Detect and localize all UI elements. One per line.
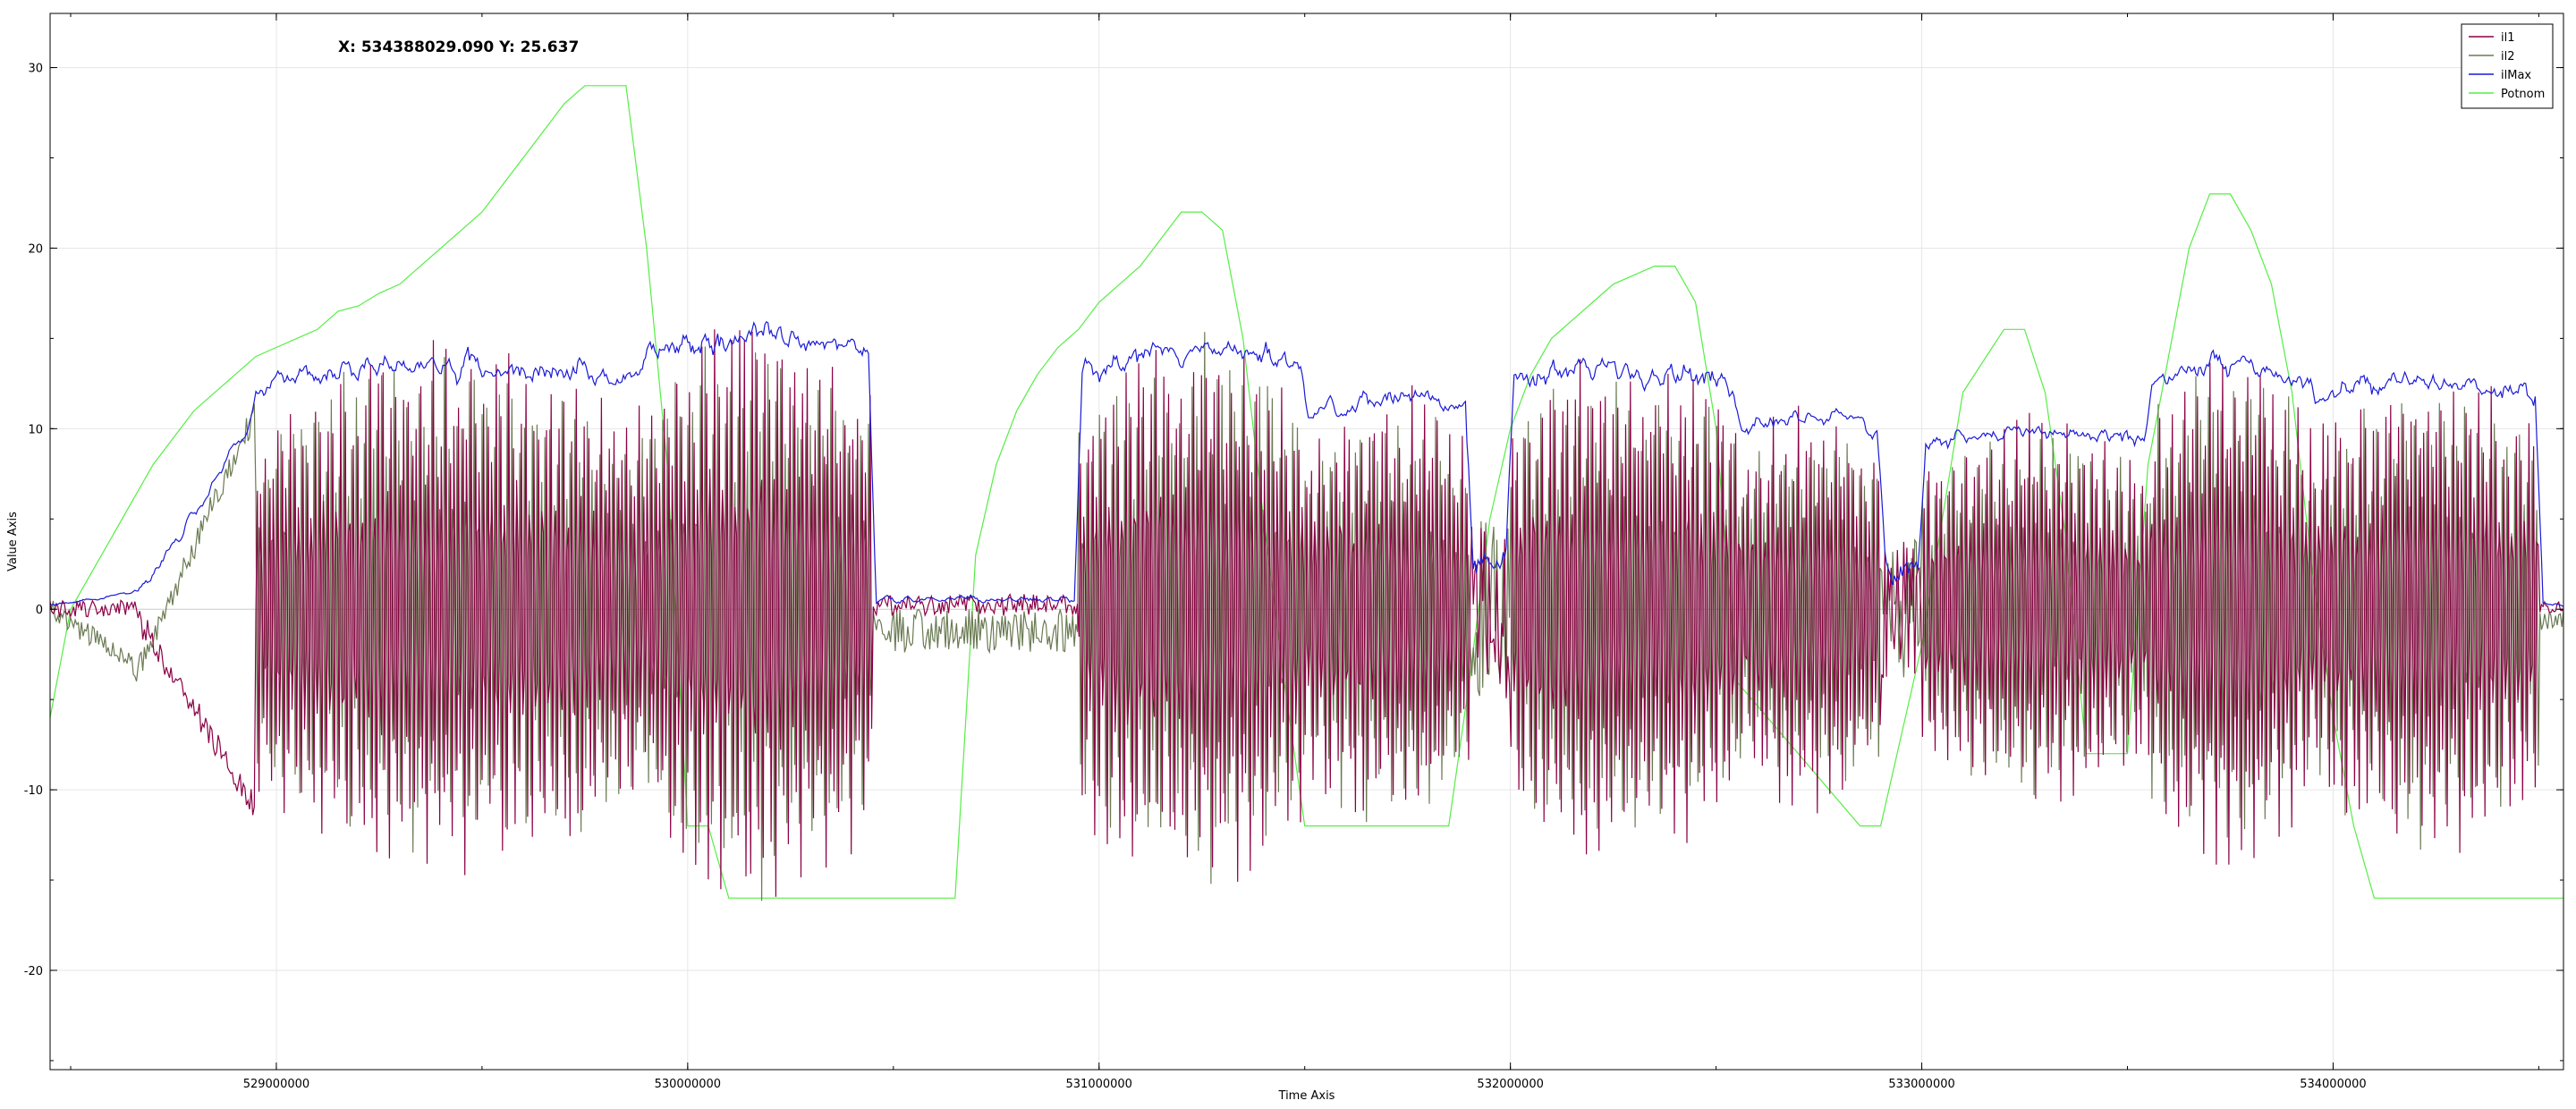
legend-label-il1: il1	[2501, 31, 2515, 45]
y-tick-label: -10	[24, 784, 43, 798]
legend-label-Potnom: Potnom	[2501, 88, 2545, 101]
ticks: 529000000 530000000 531000000 532000000 5330…	[24, 13, 2563, 1091]
y-tick-label: 0	[36, 604, 43, 617]
y-tick-label: 10	[28, 423, 43, 436]
legend-box	[2461, 23, 2554, 109]
coordinate-readout: X: 534388029.090 Y: 25.637	[338, 38, 579, 56]
series-line-il2	[49, 332, 2564, 902]
y-axis-title: Value Axis	[6, 512, 20, 571]
y-tick-label: 30	[28, 63, 43, 76]
x-tick-label: 533000000	[1888, 1078, 1954, 1091]
legend: il1 il2 ilMax Potnom	[2461, 23, 2554, 109]
legend-label-ilMax: ilMax	[2501, 69, 2531, 82]
series-line-Potnom	[49, 85, 2563, 899]
x-tick-label: 531000000	[1066, 1078, 1132, 1091]
y-tick-label: 20	[28, 242, 43, 256]
series-line-il1	[49, 329, 2564, 897]
x-tick-label: 532000000	[1477, 1078, 1543, 1091]
x-tick-label: 534000000	[2300, 1078, 2366, 1091]
series-layer	[49, 85, 2564, 902]
series-line-ilMax	[49, 320, 2564, 607]
plot-frame	[49, 13, 2564, 1071]
y-tick-label: -20	[24, 965, 43, 978]
x-axis-title: Time Axis	[1278, 1089, 1335, 1103]
x-tick-label: 529000000	[243, 1078, 309, 1091]
legend-label-il2: il2	[2501, 50, 2515, 63]
x-tick-label: 530000000	[655, 1078, 721, 1091]
